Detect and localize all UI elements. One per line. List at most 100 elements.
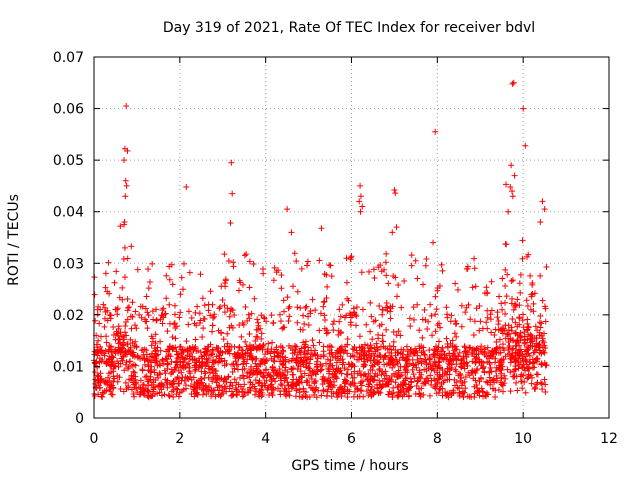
data-point — [226, 385, 233, 392]
data-point — [175, 393, 182, 400]
data-point — [542, 305, 549, 312]
data-point — [503, 293, 510, 300]
data-point — [411, 316, 418, 323]
data-point — [512, 319, 519, 326]
data-point — [189, 356, 196, 363]
data-point — [382, 368, 389, 375]
data-point — [498, 358, 505, 365]
data-point — [310, 342, 317, 349]
data-point — [284, 368, 291, 375]
data-point — [130, 361, 137, 368]
data-point — [520, 324, 527, 331]
data-point — [240, 321, 247, 328]
data-point — [502, 240, 509, 247]
data-point — [405, 353, 412, 360]
data-point — [123, 182, 130, 189]
data-point — [452, 280, 459, 287]
data-point — [469, 350, 476, 357]
data-point — [130, 351, 137, 358]
data-point — [101, 315, 108, 322]
data-point — [402, 365, 409, 372]
data-point — [343, 377, 350, 384]
data-point — [94, 364, 101, 371]
data-point — [301, 370, 308, 377]
data-point — [509, 193, 516, 200]
data-point — [417, 393, 424, 400]
data-point — [439, 392, 446, 399]
x-tick-label: 8 — [433, 431, 442, 447]
data-point — [279, 371, 286, 378]
data-point — [170, 383, 177, 390]
data-point — [367, 357, 374, 364]
data-point — [119, 284, 126, 291]
data-point — [145, 266, 152, 273]
data-point — [336, 386, 343, 393]
data-point — [305, 313, 312, 320]
data-point — [498, 300, 505, 307]
data-point — [271, 358, 278, 365]
y-tick-label: 0.02 — [53, 308, 84, 324]
data-point — [110, 332, 117, 339]
data-point — [286, 358, 293, 365]
data-point — [297, 354, 304, 361]
data-point — [155, 351, 162, 358]
data-point — [286, 313, 293, 320]
data-point — [457, 372, 464, 379]
data-point — [207, 288, 214, 295]
data-point — [129, 352, 136, 359]
data-point — [131, 384, 138, 391]
data-point — [258, 382, 265, 389]
data-point — [96, 347, 103, 354]
data-point — [536, 347, 543, 354]
data-point — [542, 318, 549, 325]
data-point — [504, 271, 511, 278]
data-point — [542, 389, 549, 396]
data-point — [338, 329, 345, 336]
data-point — [317, 367, 324, 374]
data-point — [366, 268, 373, 275]
data-point — [125, 384, 132, 391]
data-point — [248, 310, 255, 317]
data-point — [102, 347, 109, 354]
data-point — [279, 344, 286, 351]
data-point — [165, 351, 172, 358]
data-point — [192, 309, 199, 316]
data-point — [252, 385, 259, 392]
data-point — [507, 335, 514, 342]
data-point — [471, 265, 478, 272]
data-point — [452, 321, 459, 328]
data-point — [330, 366, 337, 373]
data-point — [331, 318, 338, 325]
data-point — [224, 305, 231, 312]
data-point — [524, 375, 531, 382]
data-point — [422, 262, 429, 269]
data-point — [97, 379, 104, 386]
data-point — [456, 385, 463, 392]
data-point — [273, 372, 280, 379]
data-point — [436, 320, 443, 327]
data-point — [542, 344, 549, 351]
data-point — [289, 381, 296, 388]
data-point — [193, 391, 200, 398]
data-point — [387, 303, 394, 310]
data-point — [460, 394, 467, 401]
data-point — [427, 301, 434, 308]
data-point — [381, 353, 388, 360]
data-point — [132, 308, 139, 315]
data-point — [463, 353, 470, 360]
data-point — [249, 355, 256, 362]
data-point — [104, 358, 111, 365]
data-point — [303, 303, 310, 310]
data-point — [200, 325, 207, 332]
data-point — [182, 382, 189, 389]
data-point — [414, 378, 421, 385]
data-point — [362, 351, 369, 358]
data-point — [406, 384, 413, 391]
data-point — [289, 355, 296, 362]
data-point — [215, 344, 222, 351]
data-point — [269, 364, 276, 371]
data-point — [479, 365, 486, 372]
data-point — [480, 389, 487, 396]
data-point — [96, 384, 103, 391]
data-point — [204, 386, 211, 393]
